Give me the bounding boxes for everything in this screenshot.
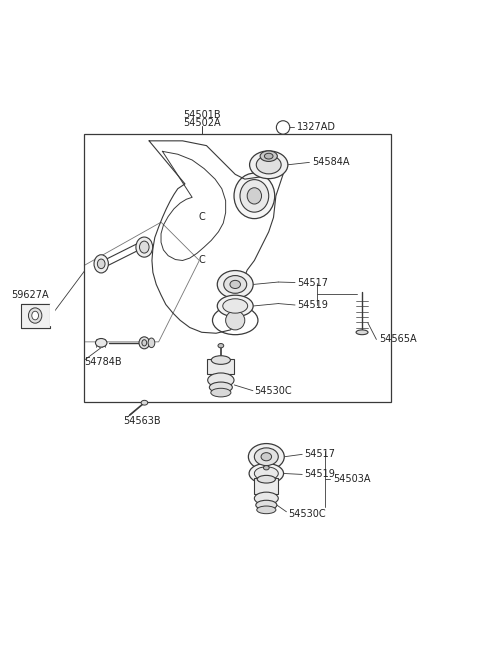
Text: 59627A: 59627A	[11, 290, 49, 300]
FancyBboxPatch shape	[207, 358, 234, 375]
Text: 54519: 54519	[305, 470, 336, 479]
Ellipse shape	[257, 476, 276, 483]
Text: 54503A: 54503A	[333, 474, 371, 484]
Ellipse shape	[254, 448, 278, 466]
Text: 54530C: 54530C	[288, 509, 325, 519]
Text: 54517: 54517	[305, 449, 336, 459]
FancyBboxPatch shape	[21, 303, 49, 328]
Ellipse shape	[254, 467, 278, 480]
Ellipse shape	[136, 237, 153, 257]
Text: 54519: 54519	[298, 300, 328, 310]
Text: 1327AD: 1327AD	[297, 122, 336, 132]
Ellipse shape	[257, 506, 276, 514]
Ellipse shape	[140, 241, 149, 253]
Text: 54517: 54517	[298, 278, 328, 288]
Ellipse shape	[96, 339, 107, 347]
Ellipse shape	[249, 464, 284, 483]
Ellipse shape	[264, 153, 273, 159]
Ellipse shape	[256, 156, 281, 174]
Ellipse shape	[94, 255, 108, 273]
Text: 54501B: 54501B	[183, 109, 220, 119]
Ellipse shape	[223, 299, 248, 313]
Ellipse shape	[230, 280, 240, 288]
Ellipse shape	[240, 179, 269, 212]
Ellipse shape	[234, 173, 275, 219]
Ellipse shape	[254, 492, 278, 504]
Text: 54584A: 54584A	[312, 157, 349, 168]
Ellipse shape	[217, 271, 253, 298]
Circle shape	[276, 121, 290, 134]
Ellipse shape	[148, 338, 155, 348]
Ellipse shape	[261, 453, 272, 461]
Ellipse shape	[211, 356, 230, 364]
Ellipse shape	[217, 295, 253, 317]
Ellipse shape	[224, 276, 247, 293]
Ellipse shape	[208, 373, 234, 387]
Ellipse shape	[264, 466, 269, 470]
Ellipse shape	[32, 311, 38, 320]
Text: 54563B: 54563B	[123, 416, 160, 426]
Ellipse shape	[209, 382, 232, 392]
Circle shape	[226, 310, 245, 330]
Ellipse shape	[248, 443, 284, 470]
Ellipse shape	[247, 188, 262, 204]
Ellipse shape	[142, 340, 147, 346]
Ellipse shape	[356, 330, 368, 335]
Ellipse shape	[218, 343, 224, 348]
FancyBboxPatch shape	[254, 478, 278, 494]
Ellipse shape	[97, 259, 105, 269]
Text: C: C	[198, 212, 205, 223]
Ellipse shape	[28, 308, 42, 323]
Ellipse shape	[211, 388, 231, 397]
Text: C: C	[198, 255, 205, 265]
Ellipse shape	[260, 151, 277, 161]
Ellipse shape	[141, 400, 148, 405]
Text: 54530C: 54530C	[254, 386, 292, 396]
Text: 54784B: 54784B	[84, 357, 122, 367]
Text: 54502A: 54502A	[183, 118, 220, 128]
Text: 54565A: 54565A	[379, 335, 417, 345]
Ellipse shape	[250, 151, 288, 179]
Ellipse shape	[256, 500, 277, 510]
Ellipse shape	[139, 337, 150, 349]
Bar	[84, 134, 391, 402]
